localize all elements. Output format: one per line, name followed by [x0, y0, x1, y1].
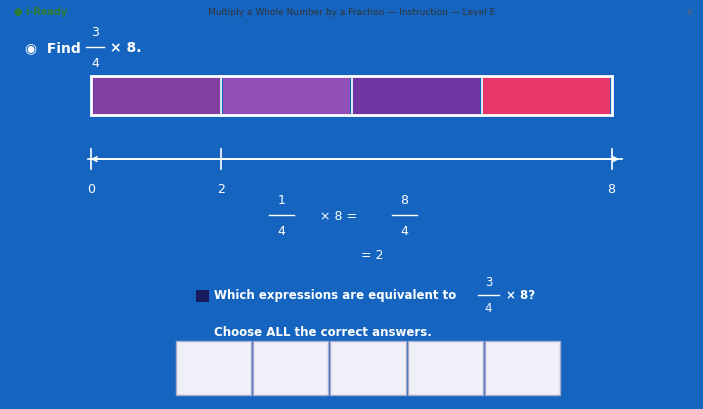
Text: 3 × 2: 3 × 2: [272, 362, 309, 375]
Text: 2: 2: [217, 183, 226, 196]
Bar: [353, 76, 480, 115]
Text: 0: 0: [87, 183, 96, 196]
FancyBboxPatch shape: [330, 342, 406, 396]
Text: 3 ×: 3 ×: [424, 364, 445, 373]
Text: 4 × 2: 4 × 2: [504, 362, 541, 375]
Text: 3: 3: [91, 26, 99, 38]
Text: 8: 8: [380, 352, 387, 362]
Text: 4: 4: [457, 375, 464, 385]
Text: 8: 8: [607, 183, 616, 196]
Text: Choose ALL the correct answers.: Choose ALL the correct answers.: [214, 325, 432, 338]
Text: 4: 4: [400, 225, 408, 238]
Text: = 2: = 2: [361, 248, 384, 261]
Text: ◉  Find: ◉ Find: [25, 40, 80, 54]
Bar: [483, 76, 610, 115]
Text: × 8?: × 8?: [506, 288, 535, 301]
FancyBboxPatch shape: [253, 342, 328, 396]
FancyBboxPatch shape: [485, 342, 560, 396]
Text: 8: 8: [400, 194, 408, 207]
Text: × 8 =: × 8 =: [320, 209, 357, 222]
FancyBboxPatch shape: [196, 291, 209, 302]
Text: 8: 8: [457, 352, 464, 362]
Bar: [91, 76, 612, 115]
Text: 4: 4: [277, 225, 285, 238]
Text: 3: 3: [485, 276, 492, 289]
Text: ● i-Ready: ● i-Ready: [14, 7, 67, 17]
Text: Which expressions are equivalent to: Which expressions are equivalent to: [214, 288, 457, 301]
Text: 4 × 3: 4 × 3: [195, 362, 232, 375]
Bar: [93, 76, 220, 115]
Text: × 8.: × 8.: [110, 40, 142, 54]
Text: 4: 4: [91, 56, 99, 70]
Text: 4: 4: [380, 375, 387, 385]
Text: 4: 4: [485, 301, 492, 314]
Text: 4 ×: 4 ×: [347, 364, 368, 373]
Text: 1: 1: [277, 194, 285, 207]
FancyBboxPatch shape: [176, 342, 251, 396]
Text: x: x: [687, 7, 692, 17]
FancyBboxPatch shape: [408, 342, 483, 396]
Text: Multiply a Whole Number by a Fraction — Instruction — Level E: Multiply a Whole Number by a Fraction — …: [208, 8, 495, 17]
Bar: [223, 76, 350, 115]
